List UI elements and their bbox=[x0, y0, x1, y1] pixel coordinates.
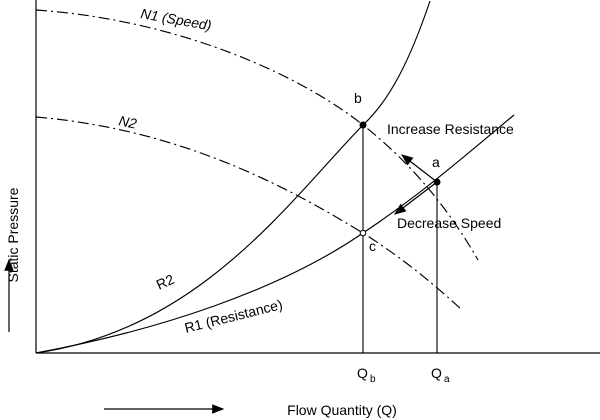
n2-speed-curve bbox=[35, 116, 463, 311]
point-c-label: c bbox=[369, 238, 376, 254]
point-a-marker bbox=[433, 178, 441, 186]
point-a-label: a bbox=[432, 154, 440, 170]
r1-resistance-curve bbox=[35, 114, 515, 354]
point-c-marker bbox=[359, 229, 367, 237]
qa-label-sub: a bbox=[444, 374, 450, 385]
n1-speed-label: N1 (Speed) bbox=[139, 5, 212, 33]
n1-speed-curve bbox=[35, 9, 479, 261]
increase-resistance-label: Increase Resistance bbox=[387, 121, 514, 137]
decrease-speed-label: Decrease Speed bbox=[397, 215, 501, 231]
qb-label-sub: b bbox=[370, 374, 376, 385]
r2-resistance-curve bbox=[35, 0, 431, 354]
n2-speed-label: N2 bbox=[117, 112, 138, 131]
decrease-speed-arrow bbox=[394, 181, 438, 215]
point-b-marker bbox=[359, 121, 367, 129]
r1-resistance-label: R1 (Resistance) bbox=[183, 296, 284, 336]
x-axis-title: Flow Quantity (Q) bbox=[287, 402, 397, 418]
point-b-label: b bbox=[354, 90, 362, 106]
qa-label-main: Q bbox=[431, 365, 442, 381]
r2-resistance-label: R2 bbox=[154, 271, 177, 293]
y-axis-title: Static Pressure bbox=[5, 187, 21, 282]
increase-resistance-arrow bbox=[401, 154, 438, 183]
qb-label-main: Q bbox=[357, 365, 368, 381]
